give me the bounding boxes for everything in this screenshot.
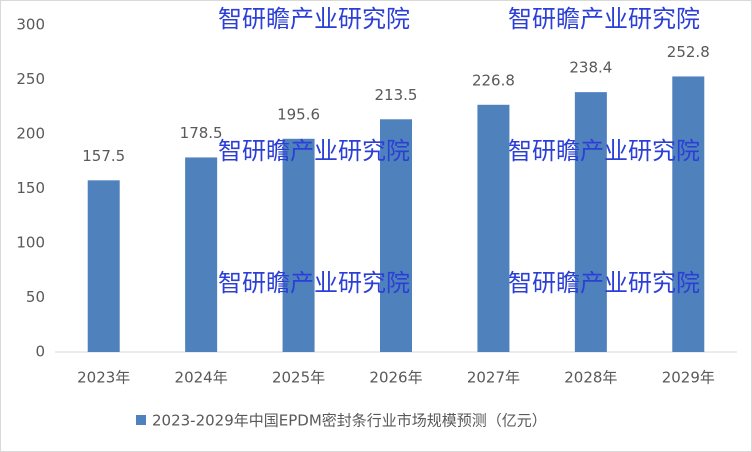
bar xyxy=(477,104,510,353)
bar xyxy=(185,157,218,352)
bar xyxy=(87,180,120,352)
y-tick-label: 100 xyxy=(16,234,45,252)
value-label: 226.8 xyxy=(472,71,515,89)
bar xyxy=(380,119,412,352)
y-tick-label: 200 xyxy=(16,125,45,143)
watermark: 智研瞻产业研究院 xyxy=(218,269,410,297)
bar xyxy=(672,76,705,352)
watermark: 智研瞻产业研究院 xyxy=(508,5,700,33)
watermark: 智研瞻产业研究院 xyxy=(218,5,410,33)
x-tick-label: 2024年 xyxy=(175,369,228,387)
legend-label: 2023-2029年中国EPDM密封条行业市场规模预测（亿元） xyxy=(152,412,547,430)
watermark: 智研瞻产业研究院 xyxy=(218,137,410,165)
value-label: 238.4 xyxy=(569,59,612,77)
x-tick-label: 2029年 xyxy=(662,369,715,387)
value-label: 157.5 xyxy=(82,147,125,165)
legend-swatch xyxy=(136,415,146,425)
watermark: 智研瞻产业研究院 xyxy=(508,269,700,297)
y-tick-label: 0 xyxy=(35,343,45,361)
bar xyxy=(282,138,315,352)
bar xyxy=(574,92,607,353)
x-tick-label: 2027年 xyxy=(467,369,520,387)
y-tick-label: 250 xyxy=(16,70,45,88)
x-tick-label: 2025年 xyxy=(272,369,325,387)
value-label: 213.5 xyxy=(375,86,418,104)
x-tick-label: 2026年 xyxy=(369,369,422,387)
x-tick-label: 2028年 xyxy=(564,369,617,387)
y-tick-label: 300 xyxy=(16,16,45,34)
x-tick-label: 2023年 xyxy=(77,369,130,387)
value-label: 252.8 xyxy=(667,43,710,61)
watermark: 智研瞻产业研究院 xyxy=(508,137,700,165)
value-label: 195.6 xyxy=(277,105,320,123)
y-tick-label: 150 xyxy=(16,179,45,197)
y-tick-label: 50 xyxy=(26,288,45,306)
value-label: 178.5 xyxy=(180,124,223,142)
